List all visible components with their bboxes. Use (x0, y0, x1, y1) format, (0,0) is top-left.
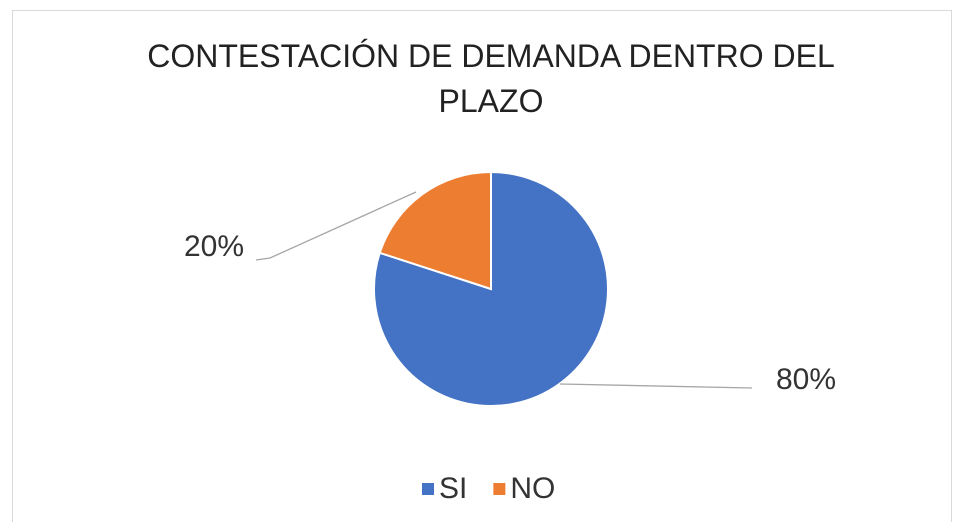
leader-line (255, 191, 417, 261)
legend-label: SI (439, 472, 467, 505)
legend-label: NO (510, 472, 555, 505)
chart-title: CONTESTACIÓN DE DEMANDA DENTRO DEL PLAZO (147, 38, 835, 119)
leader-line (559, 383, 753, 389)
pie-slice (373, 170, 609, 407)
chart-frame (12, 10, 952, 522)
data-label: 80% (776, 363, 836, 396)
pie-slice (378, 170, 492, 291)
legend-swatch (493, 483, 506, 495)
data-label: 20% (184, 230, 244, 263)
legend-swatch (422, 483, 434, 495)
